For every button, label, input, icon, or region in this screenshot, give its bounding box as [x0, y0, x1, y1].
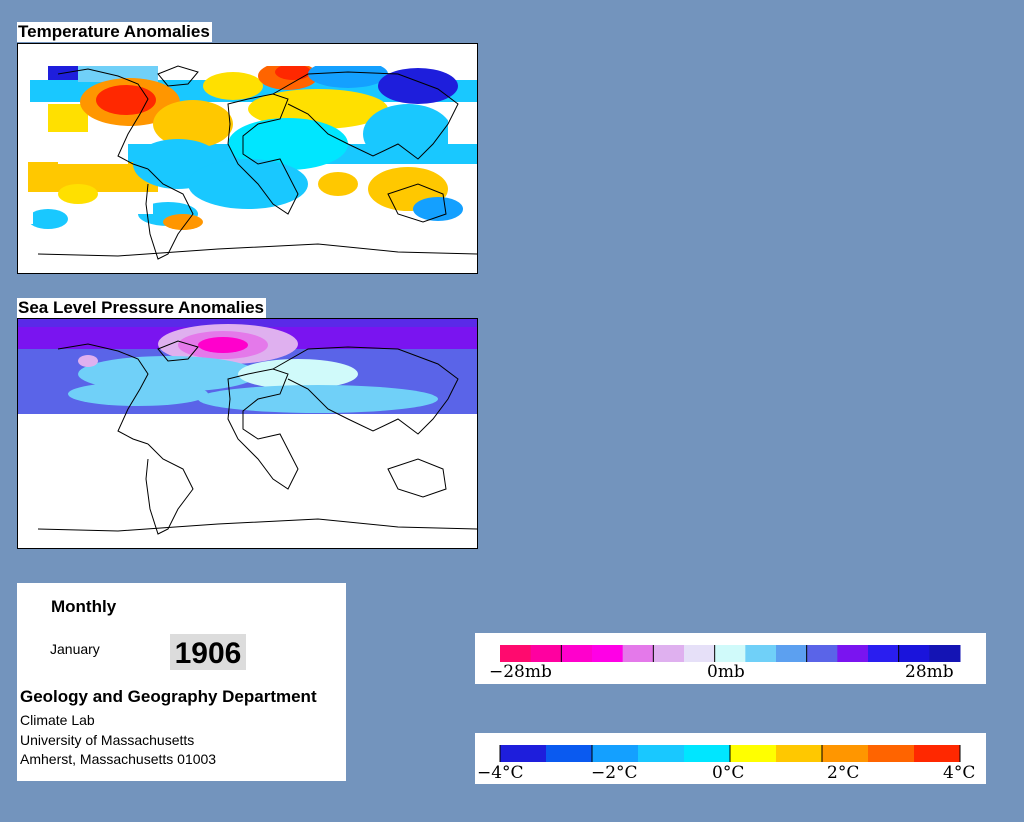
pressure-map-title: Sea Level Pressure Anomalies	[17, 298, 267, 318]
address-line: Climate Lab	[20, 712, 95, 728]
temperature-tick-label: 2°C	[827, 763, 859, 783]
temperature-anomaly-map	[17, 43, 478, 274]
color-swatch	[806, 645, 838, 662]
mode-label: Monthly	[51, 597, 117, 616]
color-swatch	[730, 745, 777, 762]
temperature-colorbar: −4°C −2°C 0°C 2°C 4°C	[475, 733, 986, 784]
temperature-tick-label: −4°C	[477, 763, 524, 783]
color-swatch	[561, 645, 593, 662]
color-swatch	[714, 645, 746, 662]
color-swatch	[684, 645, 716, 662]
temperature-tick-label: −2°C	[591, 763, 638, 783]
temperature-color-swatches	[499, 745, 961, 762]
color-swatch	[500, 745, 547, 762]
color-swatch	[684, 745, 731, 762]
temperature-tick-label: 0°C	[712, 763, 744, 783]
color-swatch	[530, 645, 562, 662]
coastlines	[37, 65, 477, 260]
color-swatch	[745, 645, 777, 662]
temperature-map-title: Temperature Anomalies	[17, 22, 212, 42]
color-swatch	[822, 745, 869, 762]
color-swatch	[546, 745, 593, 762]
color-swatch	[837, 645, 869, 662]
color-swatch	[638, 745, 685, 762]
color-swatch	[776, 645, 808, 662]
color-swatch	[898, 645, 930, 662]
address-line: Amherst, Massachusetts 01003	[20, 751, 217, 767]
pressure-color-swatches	[500, 645, 961, 662]
pressure-tick-label: 0mb	[707, 662, 745, 682]
color-swatch	[500, 645, 532, 662]
year-label: 1906	[170, 634, 246, 670]
address-line: University of Massachusetts	[20, 732, 195, 748]
pressure-tick-label: 28mb	[905, 662, 954, 682]
coastlines	[37, 340, 477, 535]
color-swatch	[592, 745, 639, 762]
pressure-anomaly-field	[18, 319, 477, 548]
pressure-colorbar: −28mb 0mb 28mb	[475, 633, 986, 684]
color-swatch	[592, 645, 624, 662]
color-swatch	[868, 645, 900, 662]
color-swatch	[929, 645, 961, 662]
temperature-tick-label: 4°C	[943, 763, 975, 783]
color-swatch	[914, 745, 961, 762]
color-swatch	[868, 745, 915, 762]
department-label: Geology and Geography Department	[20, 687, 317, 706]
color-swatch	[776, 745, 823, 762]
color-swatch	[622, 645, 654, 662]
temperature-anomaly-field	[18, 44, 477, 273]
color-swatch	[653, 645, 685, 662]
sea-level-pressure-anomaly-map	[17, 318, 478, 549]
info-panel: Monthly January 1906 Geology and Geograp…	[17, 583, 346, 781]
month-label: January	[50, 641, 100, 657]
pressure-tick-label: −28mb	[489, 662, 552, 682]
